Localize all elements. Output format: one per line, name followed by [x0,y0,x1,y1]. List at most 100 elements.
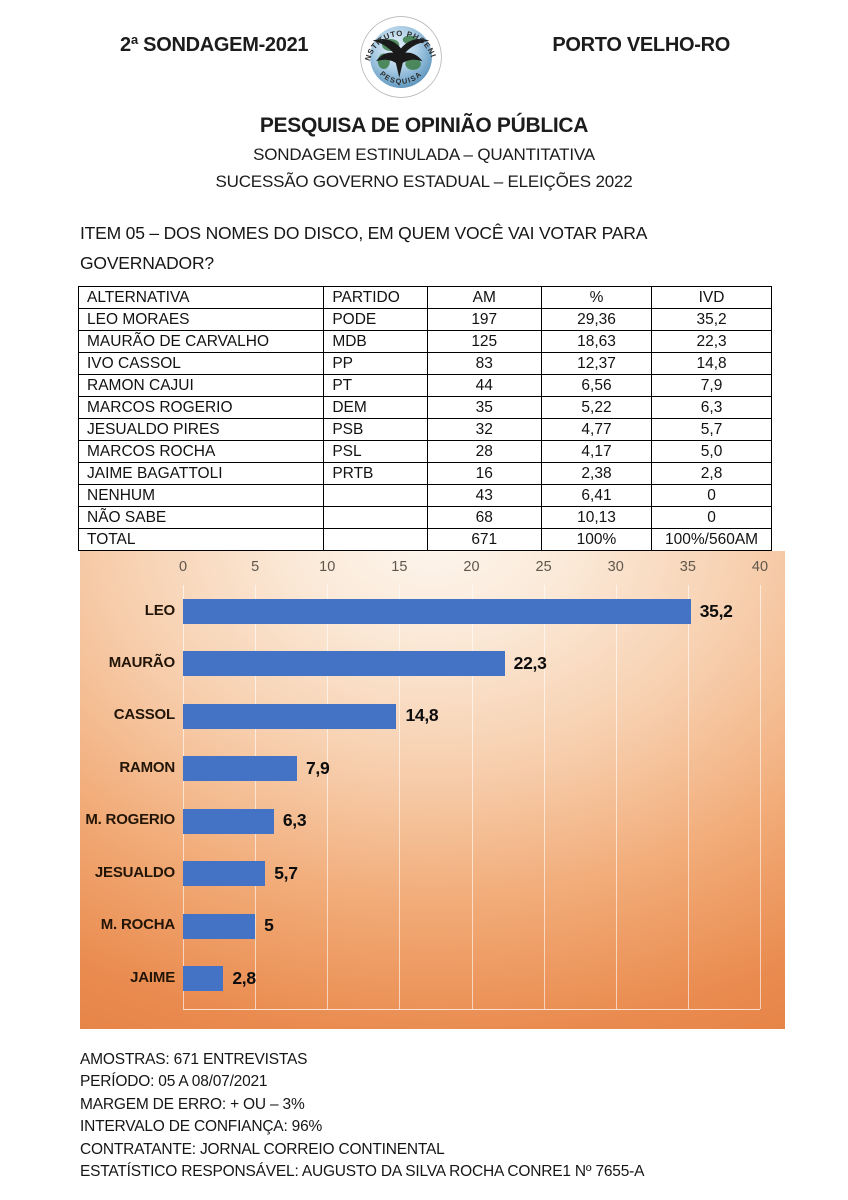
footer-line-contractor: CONTRATANTE: JORNAL CORREIO CONTINENTAL [80,1140,445,1158]
table-cell: 16 [426,462,542,485]
table-row: NÃO SABE 68 10,13 0 [77,506,772,529]
column-header: ALTERNATIVA [77,286,325,309]
table-cell: 35 [426,396,542,419]
table-cell: 32 [426,418,542,441]
table-cell [323,528,428,551]
bar-category-label: M. ROGERIO [85,811,175,829]
bar-category-label: M. ROCHA [100,916,175,934]
table-cell: 22,3 [651,330,772,353]
table-cell: 5,7 [651,418,772,441]
table-row: IVO CASSOL PP 83 12,37 14,8 [77,352,772,375]
table-cell: PRTB [323,462,428,485]
bar [183,861,266,887]
table-cell: 44 [426,374,542,397]
table-cell: 29,36 [540,308,653,331]
subtitle-methodology: SONDAGEM ESTINULADA – QUANTITATIVA [253,145,595,164]
footer-line-samples: AMOSTRAS: 671 ENTREVISTAS [80,1051,308,1068]
table-body: LEO MORAES PODE 197 29,36 35,2 MAURÃO DE CARV… [77,308,772,551]
table-row: RAMON CAJUI PT 44 6,56 7,9 [77,374,772,397]
survey-edition-title: 2ª SONDAGEM-2021 [120,34,309,56]
city-title: PORTO VELHO-RO [552,34,730,56]
bar-value-label: 22,3 [513,652,547,673]
eagle-icon [372,38,430,78]
bar [183,651,505,677]
footer-line-confidence: INTERVALO DE CONFIANÇA: 96% [80,1118,323,1136]
table-row: LEO MORAES PODE 197 29,36 35,2 [77,308,772,331]
bar-value-label: 35,2 [699,600,733,621]
table-cell: PP [323,352,428,375]
column-header: PARTIDO [323,286,428,309]
table-cell: 125 [426,330,542,353]
bar [183,599,691,624]
table-cell: MDB [323,330,428,353]
x-axis-tick-label: 0 [178,559,188,575]
table-cell: NÃO SABE [77,506,325,529]
table-cell: 100% [540,528,653,551]
table-cell: 7,9 [651,374,772,397]
chart-gridline [399,585,401,1009]
table-row: NENHUM 43 6,41 0 [77,484,772,507]
table-cell: IVO CASSOL [77,352,325,375]
page-header: 2ª SONDAGEM-2021 [80,7,772,102]
main-title: PESQUISA DE OPINIÃO PÚBLICA [259,114,589,137]
bar [183,913,256,939]
column-header: % [540,286,653,309]
survey-metadata: AMOSTRAS: 671 ENTREVISTAS PERÍODO: 05 A … [80,1049,848,1183]
table-cell: 43 [426,484,542,507]
bar-value-label: 6,3 [282,810,307,831]
bar [183,966,224,992]
table-cell: DEM [323,396,428,419]
table-cell: 0 [651,506,772,529]
bar-category-label: RAMON [119,758,175,776]
results-table: ALTERNATIVA PARTIDO AM% IVD LEO MORAES PODE 1… [77,286,772,551]
table-cell: 2,38 [540,462,653,485]
logo-svg: INSTITUTO PHOENIX PESQUISA [355,7,442,98]
chart-gridline [543,585,545,1009]
table-cell: MARCOS ROCHA [77,440,325,463]
chart-gridline [471,585,473,1009]
x-axis-tick-label: 20 [463,559,480,575]
x-axis-tick-label: 25 [535,559,552,575]
chart-gridline [183,585,184,1009]
title-block: PESQUISA DE OPINIÃO PÚBLICA SONDAGEM EST… [0,114,848,192]
table-cell: PT [323,374,428,397]
bar [183,703,397,729]
table-cell: 14,8 [651,352,772,375]
table-cell: 197 [426,308,542,331]
table-cell: MARCOS ROGERIO [77,396,325,419]
chart-gridline [760,585,761,1009]
subtitle-election: SUCESSÃO GOVERNO ESTADUAL – ELEIÇÕES 202… [215,172,633,191]
table-cell: 4,77 [540,418,653,441]
table-cell: 18,63 [540,330,653,353]
footer-line-period: PERÍODO: 05 A 08/07/2021 [80,1073,268,1091]
table-cell: 2,8 [651,462,772,485]
x-axis-tick-label: 10 [319,559,336,575]
table-cell: 35,2 [651,308,772,331]
x-axis-tick-label: 35 [679,559,696,575]
bar-value-label: 7,9 [305,757,330,778]
table-cell: 5,0 [651,440,772,463]
table-row: MARCOS ROCHA PSL 28 4,17 5,0 [77,440,772,463]
x-axis-tick-label: 40 [751,559,769,575]
column-header: AM [426,286,542,309]
chart-gridline [687,585,689,1009]
governor-poll-bar-chart: 0 5 10 15 20 25 30 35 40 LEO 35,2 MAURÃO 22,3 CASSOL 1… [80,551,785,1029]
table-cell: JESUALDO PIRES [77,418,325,441]
table-row: MAURÃO DE CARVALHO MDB 125 18,63 22,3 [77,330,772,353]
table-cell: 100%/560AM [651,528,772,551]
table-cell: 83 [426,352,542,375]
table-cell [323,506,428,529]
bar-value-label: 5 [264,915,274,936]
question-line-1: ITEM 05 – DOS NOMES DO DISCO, EM QUEM VO… [80,223,648,243]
table-cell: 6,3 [651,396,772,419]
table-cell: 28 [426,440,542,463]
table-cell: PSB [323,418,428,441]
column-header: IVD [651,286,772,309]
table-header: ALTERNATIVA PARTIDO AM% IVD [77,286,772,309]
table-row: TOTAL 671 100% 100%/560AM [77,528,772,551]
table-cell: 6,41 [540,484,653,507]
table-header-row: ALTERNATIVA PARTIDO AM% IVD [77,286,772,309]
table-row: JESUALDO PIRES PSB 32 4,77 5,7 [77,418,772,441]
footer-line-statistician: ESTATÍSTICO RESPONSÁVEL: AUGUSTO DA SILV… [80,1163,645,1181]
table-cell: 6,56 [540,374,653,397]
